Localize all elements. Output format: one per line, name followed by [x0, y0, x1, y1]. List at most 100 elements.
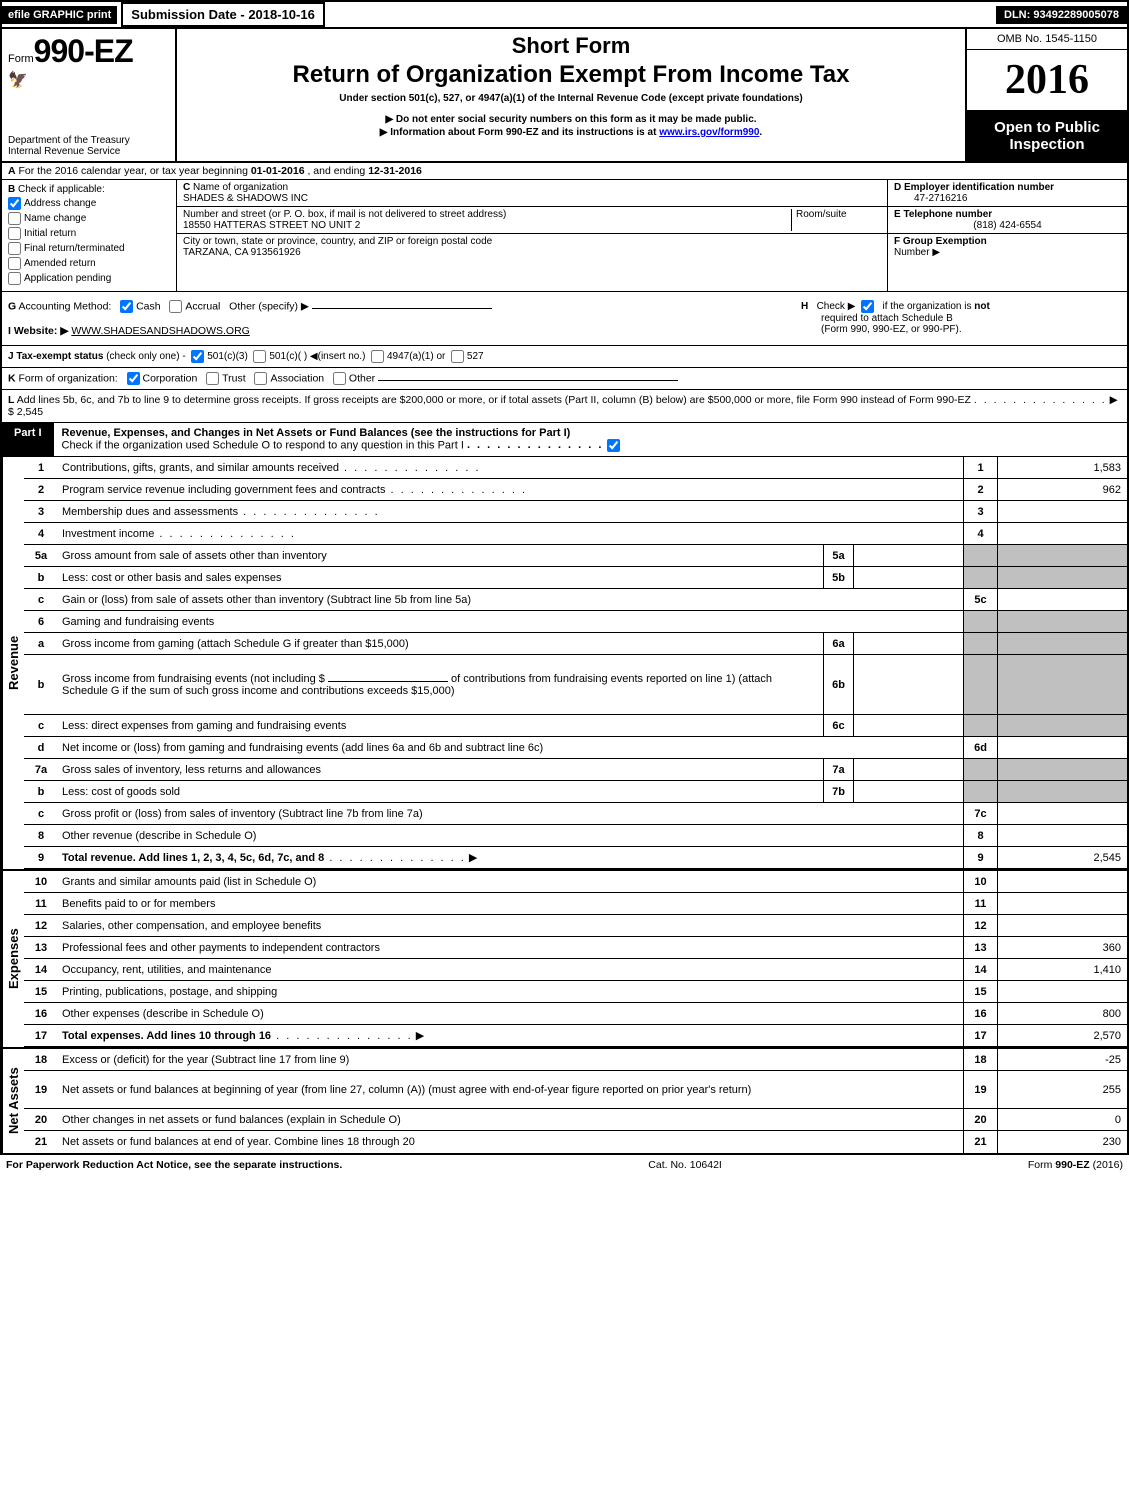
l8-amt — [997, 825, 1127, 846]
l15-num: 15 — [24, 984, 58, 1000]
line-18: 18 Excess or (deficit) for the year (Sub… — [24, 1049, 1127, 1071]
org-city: TARZANA, CA 913561926 — [183, 247, 301, 258]
l9-arrow-icon: ▶ — [469, 852, 477, 864]
line-9: 9 Total revenue. Add lines 1, 2, 3, 4, 5… — [24, 847, 1127, 869]
cb4-label: Final return/terminated — [24, 243, 125, 254]
l12-desc-text: Salaries, other compensation, and employ… — [62, 920, 321, 932]
j-501c3: 501(c)(3) — [207, 351, 248, 362]
tax-year: 2016 — [967, 50, 1127, 111]
l16-desc: Other expenses (describe in Schedule O) — [58, 1006, 963, 1022]
section-gh: G Accounting Method: Cash Accrual Other … — [0, 292, 1129, 346]
l3-amt — [997, 501, 1127, 522]
cb-501c3[interactable] — [191, 350, 204, 363]
h-label: H — [801, 301, 808, 312]
l21-desc-text: Net assets or fund balances at end of ye… — [62, 1136, 415, 1148]
checkbox-application-pending[interactable]: Application pending — [8, 272, 170, 285]
cb-address-change[interactable] — [8, 197, 21, 210]
l16-amt: 800 — [997, 1003, 1127, 1024]
footer: For Paperwork Reduction Act Notice, see … — [0, 1155, 1129, 1175]
l6a-box-shaded — [963, 633, 997, 654]
l7a-box-shaded — [963, 759, 997, 780]
part1-dots — [467, 439, 604, 451]
part1-desc-text: Revenue, Expenses, and Changes in Net As… — [62, 427, 571, 439]
cb-association[interactable] — [254, 372, 267, 385]
form-header: Form 990-EZ 🦅 Department of the Treasury… — [0, 27, 1129, 163]
l11-desc-text: Benefits paid to or for members — [62, 898, 215, 910]
efile-print-button[interactable]: efile GRAPHIC print — [2, 6, 117, 24]
cb-amended-return[interactable] — [8, 257, 21, 270]
room-label: Room/suite — [796, 209, 847, 220]
cb-final-return[interactable] — [8, 242, 21, 255]
l4-amt — [997, 523, 1127, 544]
cb-trust[interactable] — [206, 372, 219, 385]
cb2-label: Name change — [24, 213, 86, 224]
checkbox-address-change[interactable]: Address change — [8, 197, 170, 210]
g-text: Accounting Method: — [19, 300, 112, 312]
line-5b: b Less: cost or other basis and sales ex… — [24, 567, 1127, 589]
cb-cash[interactable] — [120, 300, 133, 313]
cb-application-pending[interactable] — [8, 272, 21, 285]
l6a-inl-val — [853, 633, 963, 654]
line-2: 2 Program service revenue including gove… — [24, 479, 1127, 501]
l3-box: 3 — [963, 501, 997, 522]
l11-num: 11 — [24, 896, 58, 912]
l15-amt — [997, 981, 1127, 1002]
h-text1: Check ▶ — [817, 301, 856, 312]
section-a: A For the 2016 calendar year, or tax yea… — [0, 163, 1129, 180]
cb-4947[interactable] — [371, 350, 384, 363]
line-6c: c Less: direct expenses from gaming and … — [24, 715, 1127, 737]
form-number: Form 990-EZ — [8, 33, 169, 70]
a-text2: , and ending — [307, 165, 368, 177]
form-prefix: Form — [8, 53, 34, 65]
l8-desc: Other revenue (describe in Schedule O) — [58, 828, 963, 844]
cb-501c[interactable] — [253, 350, 266, 363]
j-501c: 501(c)( ) ◀(insert no.) — [269, 351, 365, 362]
l7b-desc: Less: cost of goods sold — [58, 784, 823, 800]
cb-schedule-o[interactable] — [607, 439, 620, 452]
l19-desc-text: Net assets or fund balances at beginning… — [62, 1084, 751, 1096]
cb-initial-return[interactable] — [8, 227, 21, 240]
k-assoc: Association — [270, 372, 324, 384]
l10-num: 10 — [24, 874, 58, 890]
checkbox-name-change[interactable]: Name change — [8, 212, 170, 225]
top-bar-left: efile GRAPHIC print Submission Date - 20… — [2, 2, 325, 27]
line-6: 6 Gaming and fundraising events — [24, 611, 1127, 633]
line-10: 10 Grants and similar amounts paid (list… — [24, 871, 1127, 893]
l21-num: 21 — [24, 1134, 58, 1150]
footer-center: Cat. No. 10642I — [648, 1159, 722, 1171]
l2-num: 2 — [24, 482, 58, 498]
cb-accrual[interactable] — [169, 300, 182, 313]
checkbox-final-return[interactable]: Final return/terminated — [8, 242, 170, 255]
under-section-text: Under section 501(c), 527, or 4947(a)(1)… — [187, 93, 955, 104]
g-label: G — [8, 300, 16, 312]
l6d-box: 6d — [963, 737, 997, 758]
cb-527[interactable] — [451, 350, 464, 363]
checkbox-amended-return[interactable]: Amended return — [8, 257, 170, 270]
org-name: SHADES & SHADOWS INC — [183, 193, 308, 204]
l6c-box-shaded — [963, 715, 997, 736]
l20-num: 20 — [24, 1112, 58, 1128]
l12-desc: Salaries, other compensation, and employ… — [58, 918, 963, 934]
checkbox-initial-return[interactable]: Initial return — [8, 227, 170, 240]
l6b-amt-shaded — [997, 655, 1127, 714]
l9-desc: Total revenue. Add lines 1, 2, 3, 4, 5c,… — [58, 849, 963, 866]
k-text: Form of organization: — [19, 372, 118, 384]
cb-name-change[interactable] — [8, 212, 21, 225]
line-11: 11 Benefits paid to or for members 11 — [24, 893, 1127, 915]
l19-box: 19 — [963, 1071, 997, 1108]
part1-label: Part I — [2, 423, 54, 456]
l6c-inl: 6c — [823, 715, 853, 736]
cb-corporation[interactable] — [127, 372, 140, 385]
irs-link[interactable]: www.irs.gov/form990 — [659, 127, 759, 138]
line-16: 16 Other expenses (describe in Schedule … — [24, 1003, 1127, 1025]
cb6-label: Application pending — [24, 273, 111, 284]
l2-dots — [385, 484, 527, 496]
cb-h-check[interactable] — [861, 300, 874, 313]
cb-other-org[interactable] — [333, 372, 346, 385]
k-other: Other — [349, 372, 375, 384]
l20-desc-text: Other changes in net assets or fund bala… — [62, 1114, 401, 1126]
l5b-inl-val — [853, 567, 963, 588]
l6a-amt-shaded — [997, 633, 1127, 654]
l2-amt: 962 — [997, 479, 1127, 500]
l7b-amt-shaded — [997, 781, 1127, 802]
